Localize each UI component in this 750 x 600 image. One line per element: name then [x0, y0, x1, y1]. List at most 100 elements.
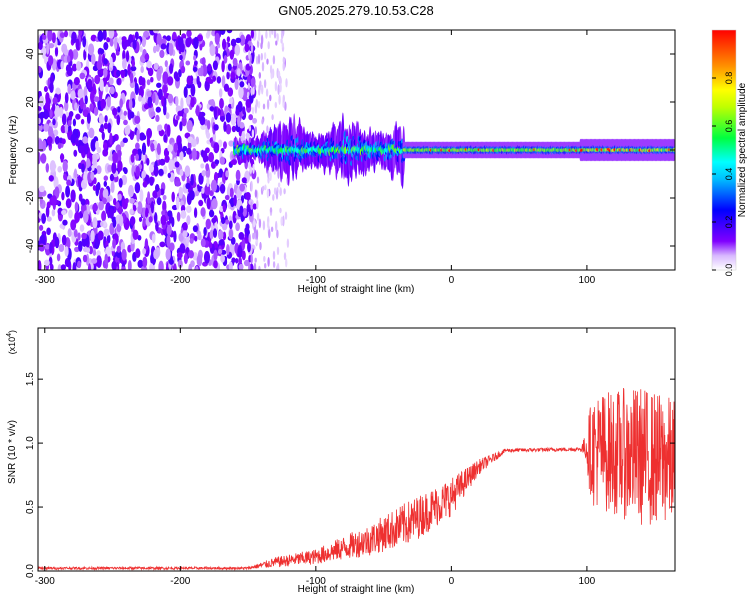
heatmap-cell	[114, 37, 118, 50]
heatmap-cell	[200, 163, 205, 169]
heatmap-cell	[193, 60, 198, 66]
heatmap-cell	[123, 167, 128, 175]
heatmap-cell	[167, 76, 174, 86]
heatmap-cell	[208, 209, 215, 218]
heatmap-cell	[142, 256, 148, 268]
heatmap-cell	[160, 43, 167, 50]
heatmap-cell	[263, 79, 267, 89]
heatmap-cell	[267, 257, 270, 267]
heatmap-cell	[143, 30, 150, 38]
heatmap-cell	[109, 56, 113, 68]
heatmap-cell	[156, 142, 161, 156]
heatmap-cell	[80, 198, 86, 206]
heatmap-cell	[137, 235, 142, 241]
heatmap-cell	[74, 201, 79, 212]
heatmap-cell	[135, 248, 141, 259]
heatmap-cell	[155, 44, 160, 52]
heatmap-cell	[38, 95, 45, 107]
heatmap-cell	[163, 85, 167, 99]
heatmap-cell	[134, 115, 141, 124]
heatmap-cell	[241, 238, 246, 251]
heatmap-cell	[213, 106, 218, 119]
heatmap-cell	[168, 63, 174, 74]
heatmap-cell	[200, 124, 207, 130]
heatmap-cell	[156, 197, 162, 206]
heatmap-cell	[134, 182, 141, 194]
heatmap-cell	[95, 165, 102, 175]
colorbar-tick-label: 0.6	[724, 120, 734, 133]
heatmap-cell	[77, 232, 81, 241]
heatmap-cell	[131, 59, 136, 68]
heatmap-cell	[208, 99, 215, 106]
heatmap-cell	[203, 250, 211, 264]
heatmap-cell	[163, 134, 167, 143]
x-tick-label: -100	[306, 275, 326, 286]
heatmap-cell	[159, 158, 166, 166]
heatmap-cell	[64, 92, 69, 104]
heatmap-cell	[214, 45, 219, 56]
heatmap-cell	[73, 76, 80, 86]
heatmap-cell	[255, 55, 259, 65]
heatmap-cell	[104, 115, 108, 123]
heatmap-cell	[279, 207, 282, 214]
heatmap-cell	[258, 265, 261, 270]
heatmap-cell	[73, 149, 78, 157]
heatmap-cell	[185, 205, 192, 214]
heatmap-cell	[148, 216, 153, 223]
heatmap-cell	[109, 86, 115, 95]
heatmap-cell	[164, 60, 168, 68]
heatmap-cell	[117, 160, 123, 172]
heatmap-cell	[220, 216, 226, 225]
spectrogram-y-ticks: -40 -20 0 20 40	[25, 48, 675, 253]
heatmap-cell	[251, 106, 255, 115]
heatmap-cell	[241, 250, 246, 261]
heatmap-cell	[155, 114, 160, 123]
heatmap-cell	[206, 177, 210, 188]
heatmap-cell	[186, 75, 192, 86]
heatmap-cell	[49, 263, 54, 270]
heatmap-cell	[260, 52, 263, 61]
heatmap-cell	[208, 78, 214, 85]
heatmap-cell	[230, 237, 236, 245]
heatmap-cell	[112, 218, 117, 228]
heatmap-cell	[117, 106, 121, 113]
heatmap-cell	[117, 149, 122, 158]
heatmap-cell	[205, 163, 210, 171]
heatmap-cell	[252, 86, 255, 95]
heatmap-cell	[132, 229, 139, 241]
heatmap-cell	[52, 118, 56, 126]
heatmap-cell	[103, 122, 109, 130]
heatmap-cell	[98, 115, 105, 125]
heatmap-cell	[38, 151, 41, 165]
heatmap-cell	[88, 246, 94, 255]
heatmap-cell	[162, 194, 167, 201]
heatmap-cell	[112, 151, 118, 164]
heatmap-cell	[135, 165, 140, 177]
y-tick-label: 1.0	[25, 436, 36, 450]
heatmap-cell	[256, 39, 260, 48]
heatmap-cell	[153, 62, 159, 71]
heatmap-cell	[187, 141, 192, 150]
heatmap-cell	[196, 75, 200, 86]
heatmap-cell	[226, 244, 230, 255]
heatmap-cell	[214, 32, 220, 45]
heatmap-cell	[229, 97, 233, 105]
heatmap-cell	[139, 46, 143, 53]
heatmap-cell	[167, 93, 174, 104]
heatmap-cell	[61, 209, 67, 216]
heatmap-cell	[98, 127, 105, 133]
heatmap-cell	[178, 69, 182, 78]
heatmap-cell	[268, 30, 272, 39]
heatmap-cell	[93, 177, 97, 185]
heatmap-cell	[121, 36, 127, 42]
heatmap-cell	[244, 43, 250, 53]
heatmap-cell	[97, 230, 104, 241]
heatmap-cell	[252, 163, 255, 174]
heatmap-cell	[49, 73, 54, 86]
heatmap-cell	[109, 173, 115, 182]
heatmap-cell	[235, 37, 242, 44]
heatmap-cell	[176, 252, 183, 259]
heatmap-cell	[106, 96, 111, 108]
heatmap-cell	[256, 212, 260, 222]
